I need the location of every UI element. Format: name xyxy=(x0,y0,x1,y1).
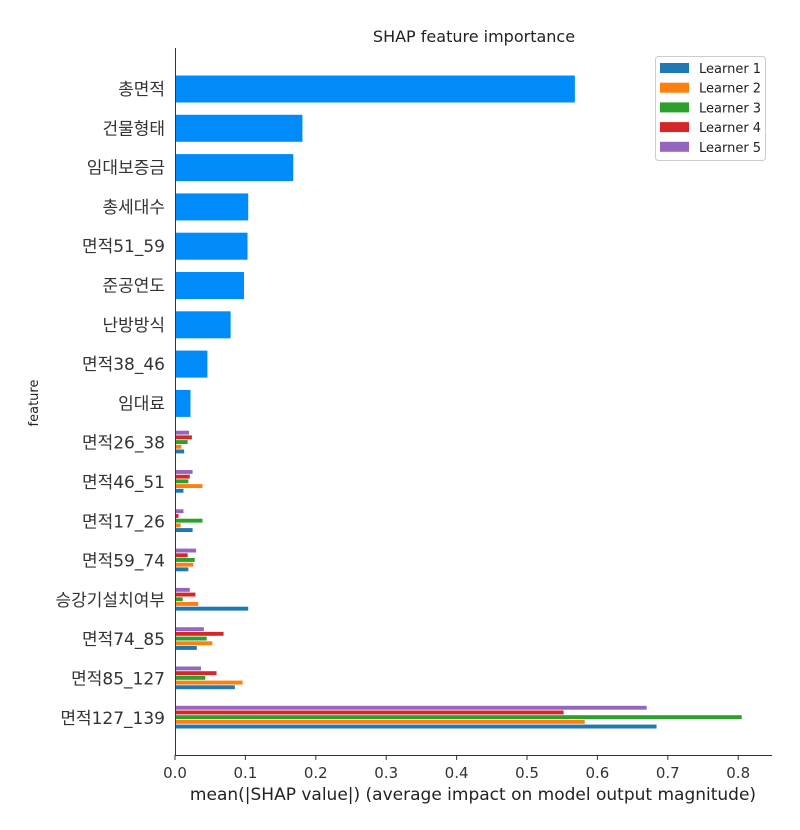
bar-건물형태 xyxy=(175,114,303,142)
y-axis-label: feature xyxy=(27,380,42,427)
bar-면적26_38-learner-1 xyxy=(175,449,185,454)
legend-label-learner-3: Learner 3 xyxy=(699,101,761,116)
bar-면적59_74-learner-3 xyxy=(175,558,195,562)
legend-swatch-learner-2 xyxy=(660,82,689,93)
bar-면적127_139-learner-2 xyxy=(175,719,585,724)
bar-면적46_51-learner-1 xyxy=(175,488,184,493)
legend-swatch-learner-5 xyxy=(660,141,689,152)
x-tick-label: 0.2 xyxy=(304,764,328,782)
x-tick-label: 0.3 xyxy=(374,764,398,782)
legend-swatch-learner-4 xyxy=(660,122,689,133)
y-tick-label: 임대보증금 xyxy=(87,159,165,179)
y-tick-label: 면적74_85 xyxy=(82,630,165,650)
bar-면적26_38-learner-3 xyxy=(175,440,188,444)
y-tick-label: 난방방식 xyxy=(102,316,165,336)
bar-임대료 xyxy=(175,389,191,417)
bar-면적127_139-learner-1 xyxy=(175,724,657,729)
y-tick-label: 면적26_38 xyxy=(82,434,165,454)
bar-면적26_38-learner-2 xyxy=(175,444,182,449)
bar-면적38_46 xyxy=(175,350,208,378)
y-tick-label: 총세대수 xyxy=(102,198,165,218)
bar-면적74_85-learner-2 xyxy=(175,641,213,646)
bar-면적26_38-learner-5 xyxy=(175,430,190,435)
legend-label-learner-5: Learner 5 xyxy=(699,141,761,156)
bar-면적51_59 xyxy=(175,232,248,260)
bar-준공연도 xyxy=(175,272,244,299)
y-tick-label: 면적59_74 xyxy=(82,552,165,572)
y-tick-label: 면적17_26 xyxy=(82,512,165,532)
x-axis-label: mean(|SHAP value|) (average impact on mo… xyxy=(190,785,756,805)
bar-면적85_127-learner-2 xyxy=(175,680,243,685)
bar-면적59_74-learner-1 xyxy=(175,567,189,572)
y-tick-label: 면적127_139 xyxy=(60,709,165,729)
bar-승강기설치여부-learner-3 xyxy=(175,597,183,602)
bar-승강기설치여부-learner-2 xyxy=(175,602,199,606)
bar-면적17_26-learner-2 xyxy=(175,523,181,528)
y-tick-label: 면적85_127 xyxy=(71,670,165,690)
bar-임대보증금 xyxy=(175,154,294,182)
x-tick-label: 0.6 xyxy=(585,764,609,782)
legend-label-learner-4: Learner 4 xyxy=(699,121,761,136)
y-tick-label: 건물형태 xyxy=(102,119,165,139)
legend-frame xyxy=(655,56,766,161)
bar-면적17_26-learner-5 xyxy=(175,509,184,514)
x-axis: 0.0 0.1 0.2 0.3 0.4 0.5 0.6 0.7 0.8 xyxy=(163,755,750,782)
bar-승강기설치여부-learner-1 xyxy=(175,606,249,611)
bar-면적127_139-learner-3 xyxy=(175,715,742,720)
bar-면적59_74-learner-4 xyxy=(175,553,188,558)
bar-면적46_51-learner-2 xyxy=(175,484,203,488)
x-tick-label: 0.1 xyxy=(233,764,257,782)
bar-면적59_74-learner-5 xyxy=(175,548,197,553)
x-tick-label: 0.0 xyxy=(163,764,187,782)
y-tick-label: 총면적 xyxy=(118,80,165,100)
bar-면적17_26-learner-4 xyxy=(175,514,179,518)
bar-면적74_85-learner-4 xyxy=(175,631,224,636)
x-tick-label: 0.8 xyxy=(726,764,750,782)
bar-총세대수 xyxy=(175,193,249,221)
bars-group xyxy=(175,75,742,729)
bar-난방방식 xyxy=(175,311,231,339)
bar-면적85_127-learner-1 xyxy=(175,685,235,690)
bar-승강기설치여부-learner-4 xyxy=(175,592,196,597)
bar-승강기설치여부-learner-5 xyxy=(175,587,190,592)
y-tick-label: 면적46_51 xyxy=(82,473,165,493)
chart-title: SHAP feature importance xyxy=(373,27,575,46)
legend-label-learner-1: Learner 1 xyxy=(699,62,761,77)
bar-면적59_74-learner-2 xyxy=(175,562,194,567)
y-tick-label: 면적51_59 xyxy=(82,237,165,257)
bar-면적85_127-learner-4 xyxy=(175,671,217,676)
bar-면적85_127-learner-3 xyxy=(175,675,206,680)
bar-면적26_38-learner-4 xyxy=(175,435,192,440)
legend: Learner 1 Learner 2 Learner 3 Learner 4 Lear… xyxy=(655,56,766,161)
x-tick-label: 0.4 xyxy=(445,764,469,782)
bar-면적46_51-learner-3 xyxy=(175,479,189,484)
x-tick-label: 0.7 xyxy=(656,764,680,782)
y-tick-label: 임대료 xyxy=(118,394,165,414)
bar-면적127_139-learner-4 xyxy=(175,710,564,715)
legend-swatch-learner-3 xyxy=(660,102,689,113)
y-tick-label: 준공연도 xyxy=(102,277,165,297)
bar-총면적 xyxy=(175,75,575,103)
y-tick-label: 면적38_46 xyxy=(82,355,165,375)
bar-면적46_51-learner-4 xyxy=(175,474,190,479)
bar-면적17_26-learner-1 xyxy=(175,528,193,532)
bar-면적74_85-learner-3 xyxy=(175,636,207,641)
bar-면적85_127-learner-5 xyxy=(175,666,202,671)
legend-label-learner-2: Learner 2 xyxy=(699,82,761,97)
bar-면적17_26-learner-3 xyxy=(175,518,203,523)
bar-면적127_139-learner-5 xyxy=(175,705,647,710)
y-tick-label: 승강기설치여부 xyxy=(56,591,165,611)
legend-swatch-learner-1 xyxy=(660,63,689,73)
bar-면적74_85-learner-1 xyxy=(175,646,197,650)
bar-면적46_51-learner-5 xyxy=(175,470,193,474)
x-tick-label: 0.5 xyxy=(515,764,539,782)
bar-면적74_85-learner-5 xyxy=(175,627,204,632)
